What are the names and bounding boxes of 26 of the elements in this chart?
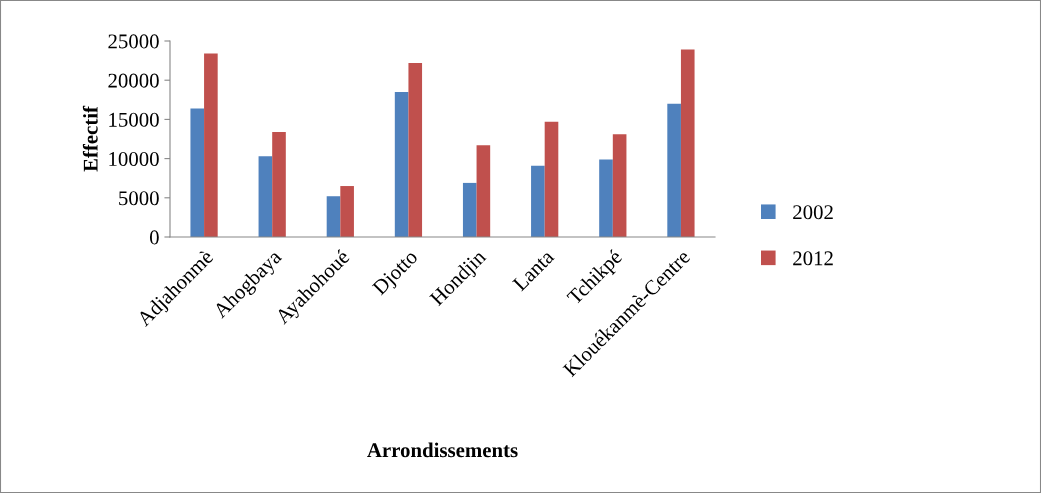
bar (599, 159, 613, 237)
y-tick-label: 15000 (109, 112, 159, 127)
y-tick-label: 0 (149, 230, 159, 245)
y-axis-title: Effectif (82, 105, 98, 172)
bar (462, 182, 477, 237)
legend-label: 2002 (793, 205, 833, 220)
y-tick-label: 25000 (108, 34, 159, 49)
bar (272, 131, 286, 237)
bar (612, 134, 627, 237)
bar (326, 196, 341, 237)
bar (476, 145, 491, 237)
y-tick-label: 20000 (108, 73, 159, 88)
bar (667, 103, 681, 237)
y-tick-label: 5000 (119, 191, 159, 206)
bar (680, 49, 695, 237)
bar (531, 165, 545, 237)
bar (190, 108, 205, 237)
y-tick-label: 10000 (109, 151, 159, 167)
bar (204, 53, 218, 237)
bar (340, 186, 354, 237)
legend-label: 2012 (793, 251, 833, 266)
x-axis-title: Arrondissements (367, 442, 518, 458)
bar (258, 156, 273, 237)
bar (408, 62, 423, 237)
bar (544, 121, 559, 237)
bar (394, 91, 409, 237)
